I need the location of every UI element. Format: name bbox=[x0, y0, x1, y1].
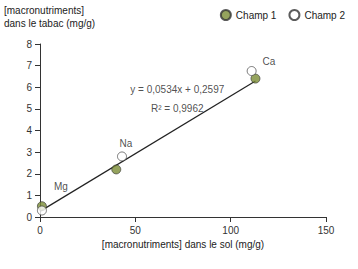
svg-text:6: 6 bbox=[26, 82, 32, 93]
svg-text:50: 50 bbox=[130, 225, 142, 236]
svg-text:0: 0 bbox=[26, 212, 32, 223]
svg-text:8: 8 bbox=[26, 39, 32, 50]
svg-text:Ca: Ca bbox=[262, 56, 275, 67]
svg-text:5: 5 bbox=[26, 103, 32, 114]
svg-text:0: 0 bbox=[37, 225, 43, 236]
svg-text:3: 3 bbox=[26, 147, 32, 158]
svg-text:y = 0,0534x + 0,2597: y = 0,0534x + 0,2597 bbox=[130, 84, 224, 95]
svg-text:Mg: Mg bbox=[54, 181, 68, 192]
svg-text:1: 1 bbox=[26, 190, 32, 201]
svg-text:7: 7 bbox=[26, 60, 32, 71]
svg-text:100: 100 bbox=[222, 225, 239, 236]
svg-text:[macronutriments]: [macronutriments] bbox=[4, 5, 84, 16]
svg-text:Na: Na bbox=[119, 138, 132, 149]
svg-text:Champ 1: Champ 1 bbox=[236, 10, 277, 21]
svg-text:150: 150 bbox=[318, 225, 335, 236]
svg-text:4: 4 bbox=[26, 125, 32, 136]
svg-text:Champ 2: Champ 2 bbox=[304, 10, 345, 21]
svg-text:2: 2 bbox=[26, 168, 32, 179]
svg-text:[macronutriments] dans le sol: [macronutriments] dans le sol (mg/g) bbox=[102, 239, 264, 250]
svg-text:R² = 0,9962: R² = 0,9962 bbox=[151, 103, 204, 114]
svg-text:dans le tabac (mg/g): dans le tabac (mg/g) bbox=[4, 18, 95, 29]
